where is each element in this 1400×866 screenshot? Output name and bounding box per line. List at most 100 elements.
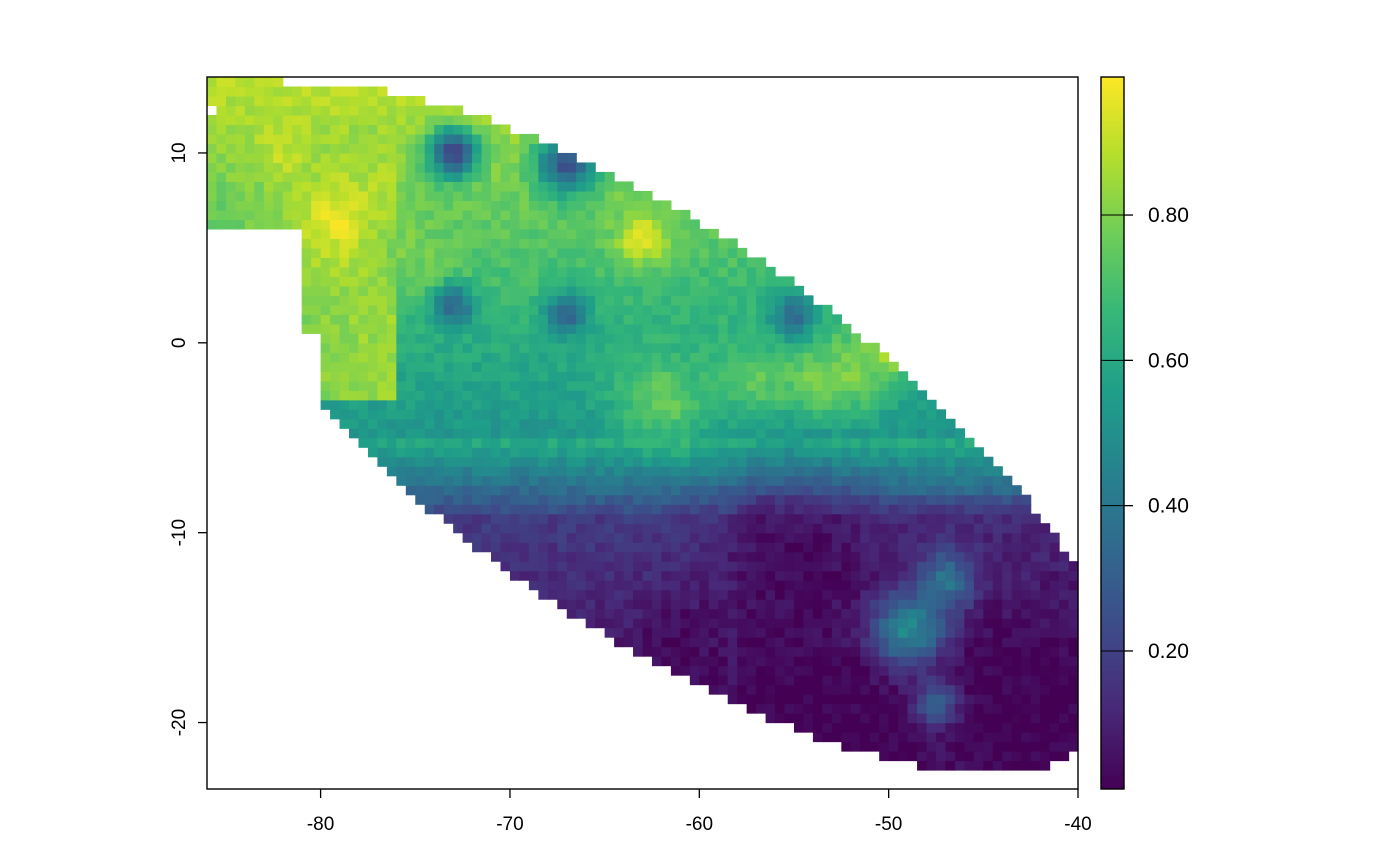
raster-cell [235,77,246,88]
raster-cell [841,646,852,657]
raster-cell [699,285,710,296]
raster-cell [585,589,596,600]
raster-cell [689,618,700,629]
raster-cell [737,257,748,268]
raster-cell [699,656,710,667]
raster-cell [481,485,492,496]
raster-cell [481,390,492,401]
raster-cell [585,162,596,173]
raster-cell [538,409,549,420]
raster-cell [1049,542,1060,553]
raster-cell [443,437,454,448]
raster-cell [860,694,871,705]
raster-cell [1011,561,1022,572]
raster-cell [358,124,369,135]
raster-cell [349,209,360,220]
raster-cell [443,485,454,496]
raster-cell [973,475,984,486]
raster-cell [320,181,331,192]
raster-cell [225,219,236,230]
raster-cell [670,589,681,600]
raster-cell [500,314,511,325]
raster-cell [472,380,483,391]
raster-cell [689,523,700,534]
raster-cell [405,276,416,287]
raster-cell [519,342,530,353]
raster-cell [869,475,880,486]
raster-cell [633,485,644,496]
raster-cell [784,513,795,524]
raster-cell [661,523,672,534]
raster-cell [339,105,350,116]
raster-cell [424,209,435,220]
raster-cell [604,542,615,553]
raster-cell [576,219,587,230]
raster-cell [869,532,880,543]
raster-cell [689,409,700,420]
raster-cell [642,409,653,420]
raster-cell [472,247,483,258]
raster-cell [992,751,1003,762]
raster-cell [339,276,350,287]
raster-cell [680,589,691,600]
raster-cell [1049,751,1060,762]
raster-cell [377,361,388,372]
raster-cell [954,523,965,534]
raster-cell [453,352,464,363]
raster-cell [1002,504,1013,515]
raster-cell [566,247,577,258]
raster-cell [519,171,530,183]
raster-cell [756,580,767,591]
raster-cell [935,447,947,458]
raster-cell [595,542,606,553]
raster-cell [519,542,530,553]
raster-cell [699,342,710,353]
raster-cell [992,646,1003,657]
raster-cell [831,656,842,667]
raster-cell [585,485,596,496]
raster-cell [1030,665,1041,676]
raster-cell [727,551,738,562]
raster-cell [699,561,710,572]
raster-cell [557,437,568,448]
raster-cell [642,314,653,325]
raster-cell [462,380,473,391]
raster-cell [557,523,568,534]
raster-cell [595,599,606,610]
raster-cell [992,618,1003,629]
raster-cell [879,352,890,363]
raster-cell [737,466,748,477]
raster-cell [623,285,634,296]
raster-cell [623,618,634,629]
raster-cell [320,380,331,391]
raster-cell [434,399,445,410]
raster-cell [850,447,861,458]
raster-cell [528,276,539,287]
raster-cell [926,447,937,458]
raster-cell [765,437,776,448]
raster-cell [670,618,681,629]
raster-cell [263,133,274,145]
raster-cell [1011,523,1022,534]
raster-cell [500,219,511,230]
raster-cell [339,257,350,268]
raster-cell [699,589,710,600]
raster-cell [651,200,663,211]
raster-cell [661,599,672,610]
raster-cell [443,209,454,220]
raster-cell [301,238,312,249]
raster-cell [273,105,284,116]
raster-cell [339,95,350,107]
raster-cell [481,295,492,306]
raster-cell [1011,741,1022,752]
raster-cell [784,580,795,591]
raster-cell [566,580,577,591]
raster-cell [860,551,871,562]
raster-cell [670,656,681,667]
raster-cell [415,181,426,192]
raster-cell [699,447,710,458]
raster-cell [680,637,691,648]
raster-cell [538,447,549,458]
raster-cell [803,295,814,306]
raster-cell [793,285,805,296]
